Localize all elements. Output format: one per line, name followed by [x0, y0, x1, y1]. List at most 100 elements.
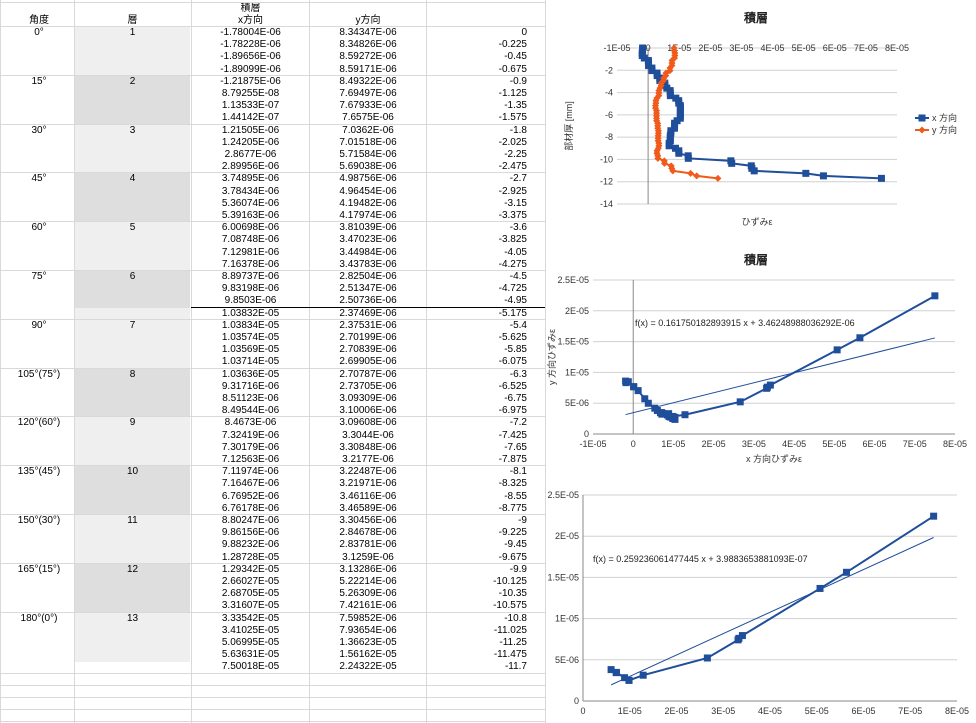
y-tick-label: -14 [600, 199, 613, 209]
y-strain-cell: 8.49322E-06 [339, 75, 397, 87]
layer-cell: 2 [129, 75, 136, 87]
x-tick-label: 5E-05 [822, 439, 846, 449]
data-point [624, 378, 632, 386]
height-cell: -11.025 [493, 624, 527, 636]
x-tick-label: 3E-05 [742, 439, 766, 449]
y-strain-cell: 2.83781E-06 [339, 539, 397, 551]
y-tick-label: -10 [600, 154, 613, 164]
x-strain-cell: 7.08748E-06 [221, 234, 280, 246]
x-tick-label: 3E-05 [711, 706, 735, 716]
x-strain-cell: 8.89737E-06 [221, 271, 280, 282]
group-separator [0, 172, 545, 174]
data-point [714, 174, 722, 182]
data-point [671, 54, 679, 62]
layer-cell: 5 [129, 222, 136, 234]
x-strain-cell: 3.33542E-05 [221, 612, 280, 624]
y-strain-cell: 3.43783E-06 [339, 258, 397, 270]
spreadsheet[interactable]: 積層 角度 層 x方向 y方向 0° 1 15° 2 30° 3 45° 4 60° 5 75° 6 9… [0, 0, 546, 723]
x-strain-cell: 7.30179E-06 [221, 441, 280, 453]
grid-column-line [426, 0, 427, 723]
chart-strain-thickness[interactable]: 積層 -2 -4 -6 -8 -10 -12 -14 -1E-05 0 1E-05 2E-05 3E-0… [545, 0, 976, 242]
y-axis-label: 部材厚 [mm] [563, 101, 574, 151]
angle-cell: 45° [31, 173, 47, 185]
y-strain-cell: 3.81039E-06 [339, 222, 397, 234]
height-cell: -7.65 [504, 441, 527, 453]
data-point [693, 172, 701, 180]
data-point [657, 82, 665, 90]
chart-x-vs-y-strain-subset[interactable]: 0 5E-06 1E-05 1.5E-05 2E-05 2.5E-05 0 1E-05 2E-0… [545, 488, 976, 723]
y-strain-cell: 2.37531E-06 [339, 319, 397, 331]
group-separator [0, 562, 545, 564]
layer-band [75, 75, 190, 125]
data-point [802, 169, 810, 177]
y-strain-cell: 5.26309E-06 [339, 588, 397, 600]
trendline [610, 537, 934, 686]
x-tick-label: 8E-05 [945, 706, 969, 716]
x-strain-cell: 3.74895E-06 [221, 173, 280, 185]
layer-cell: 10 [126, 466, 139, 478]
x-tick-label: -1E-05 [579, 439, 606, 449]
x-strain-cell: 8.51123E-06 [222, 393, 279, 404]
grid-column-line [191, 0, 192, 723]
x-strain-cell: 8.79255E-08 [221, 88, 280, 99]
group-separator [0, 221, 545, 223]
height-cell: -0.9 [509, 75, 527, 87]
height-cell: -10.125 [493, 576, 527, 587]
group-separator [0, 416, 545, 418]
x-tick-label: 1E-05 [661, 439, 685, 449]
trendline [625, 337, 936, 416]
data-point [931, 292, 939, 300]
y-strain-cell: 3.47023E-06 [339, 234, 397, 246]
x-strain-cell: 5.63631E-05 [221, 649, 280, 661]
data-point [612, 669, 620, 677]
grid-row-line [0, 709, 545, 710]
x-tick-label: 8E-05 [885, 43, 909, 53]
x-strain-cell: 5.36074E-06 [221, 197, 280, 209]
angle-cell: 150°(30°) [17, 515, 61, 526]
group-separator [0, 465, 545, 467]
x-strain-cell: 3.78434E-06 [221, 185, 280, 197]
x-tick-label: 7E-05 [898, 706, 922, 716]
header-layer: 層 [127, 15, 138, 26]
x-axis-label: x 方向ひずみε [746, 453, 802, 464]
y-strain-cell: 5.71584E-06 [339, 149, 397, 160]
height-cell: -5.625 [498, 332, 527, 343]
y-strain-cell: 2.70839E-06 [339, 344, 397, 356]
angle-cell: 15° [31, 75, 47, 87]
legend-marker [918, 126, 926, 134]
legend-label: y 方向 [932, 124, 957, 135]
x-tick-label: 7E-05 [854, 43, 878, 53]
data-point [668, 62, 676, 70]
x-strain-cell: 7.50018E-05 [221, 661, 280, 673]
y-strain-cell: 2.73705E-06 [339, 380, 397, 392]
y-strain-cell: 3.30456E-06 [339, 515, 397, 526]
y-strain-cell: 2.82504E-06 [339, 271, 397, 282]
grid-row-line [0, 685, 545, 686]
data-point [736, 398, 744, 406]
height-cell: -1.125 [498, 88, 527, 99]
height-cell: -0.45 [504, 51, 527, 63]
height-cell: -11.25 [499, 637, 527, 648]
data-point [681, 411, 689, 419]
height-cell: -3.6 [509, 222, 527, 234]
chart-x-vs-y-strain[interactable]: 積層 0 5E-06 1E-05 1.5E-05 2E-05 2.5E-05 -1E-05 0 1… [545, 246, 976, 486]
y-strain-cell: 4.19482E-06 [339, 197, 397, 209]
height-cell: -8.1 [509, 466, 527, 478]
data-point [819, 172, 827, 180]
x-strain-cell: 1.03832E-05 [221, 307, 280, 319]
x-strain-cell: -1.78228E-06 [220, 39, 281, 51]
x-strain-cell: 2.68705E-05 [221, 588, 280, 600]
height-cell: -6.975 [498, 405, 527, 417]
data-point [607, 666, 615, 674]
x-strain-cell: 1.29342E-05 [221, 563, 280, 575]
height-cell: -2.475 [498, 161, 527, 173]
height-cell: -7.2 [509, 417, 527, 429]
x-strain-cell: -1.78004E-06 [220, 27, 281, 38]
y-strain-cell: 3.30848E-06 [339, 441, 397, 453]
grid-row-line [0, 673, 545, 674]
x-tick-label: 0 [646, 43, 651, 53]
layer-cell: 6 [129, 271, 136, 282]
y-tick-label: -12 [600, 177, 613, 187]
height-cell: -1.575 [498, 112, 527, 124]
height-cell: -6.75 [504, 393, 527, 404]
